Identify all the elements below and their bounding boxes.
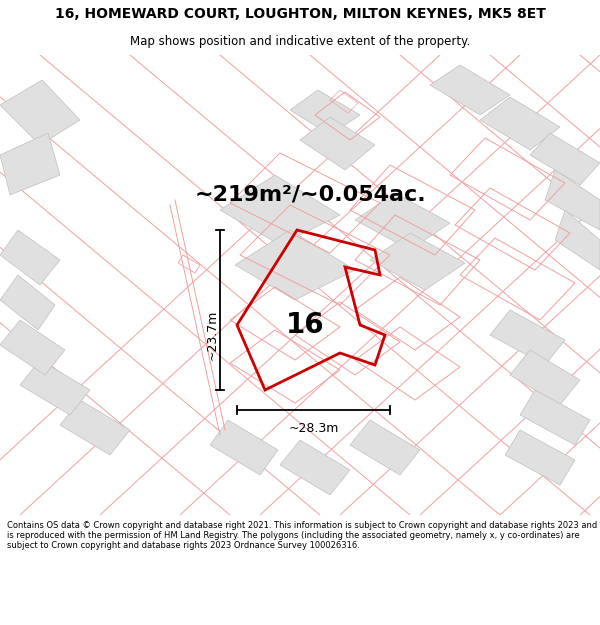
Text: 16: 16: [286, 311, 325, 339]
Polygon shape: [505, 430, 575, 485]
Polygon shape: [235, 230, 355, 300]
Polygon shape: [20, 360, 90, 415]
Polygon shape: [355, 193, 450, 250]
Polygon shape: [520, 390, 590, 445]
Polygon shape: [290, 90, 360, 135]
Polygon shape: [210, 420, 278, 475]
Text: ~28.3m: ~28.3m: [289, 422, 338, 435]
Polygon shape: [480, 97, 560, 150]
Polygon shape: [0, 230, 60, 285]
Text: 16, HOMEWARD COURT, LOUGHTON, MILTON KEYNES, MK5 8ET: 16, HOMEWARD COURT, LOUGHTON, MILTON KEY…: [55, 7, 545, 21]
Polygon shape: [545, 170, 600, 230]
Polygon shape: [490, 310, 565, 365]
Polygon shape: [60, 400, 130, 455]
Text: Map shows position and indicative extent of the property.: Map shows position and indicative extent…: [130, 35, 470, 48]
Text: Contains OS data © Crown copyright and database right 2021. This information is : Contains OS data © Crown copyright and d…: [7, 521, 598, 550]
Polygon shape: [430, 65, 510, 115]
Polygon shape: [350, 420, 420, 475]
Polygon shape: [300, 117, 375, 170]
Polygon shape: [0, 133, 60, 195]
Polygon shape: [370, 233, 465, 290]
Text: ~219m²/~0.054ac.: ~219m²/~0.054ac.: [194, 185, 426, 205]
Polygon shape: [0, 275, 55, 330]
Polygon shape: [555, 210, 600, 270]
Polygon shape: [510, 350, 580, 405]
Text: ~23.7m: ~23.7m: [205, 310, 218, 361]
Polygon shape: [220, 175, 340, 245]
Polygon shape: [0, 320, 65, 375]
Polygon shape: [0, 80, 80, 145]
Polygon shape: [530, 133, 600, 185]
Polygon shape: [280, 440, 350, 495]
